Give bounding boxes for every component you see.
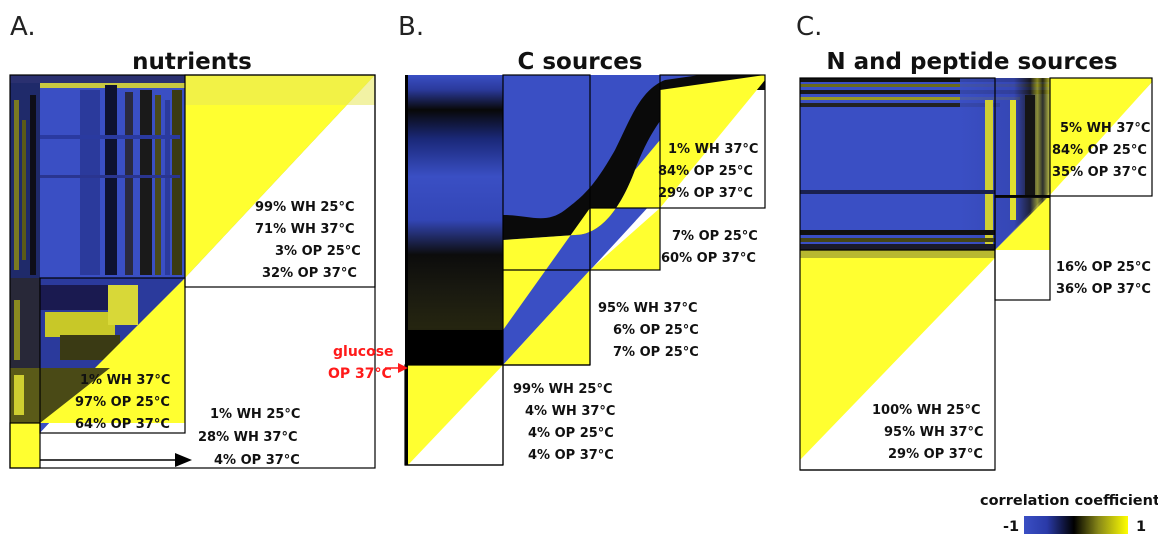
annotation-text: 4% OP 25°C — [528, 426, 614, 441]
annotation-text: 1% WH 37°C — [668, 142, 758, 157]
annotation-text: 84% OP 25°C — [658, 164, 753, 179]
annotation-text: 29% OP 37°C — [888, 447, 983, 462]
panel-b-annotation-1: 1% WH 37°C 84% OP 25°C 29% OP 37°C — [658, 142, 758, 201]
panel-a-letter: A. — [10, 12, 36, 42]
annotation-text: 1% WH 25°C — [210, 407, 300, 422]
panel-c-annotation-3: 100% WH 25°C 95% WH 37°C 29% OP 37°C — [872, 403, 984, 462]
panel-b-letter: B. — [398, 12, 424, 42]
annotation-text: 1% WH 37°C — [80, 373, 170, 388]
panel-a-annotation-1: 99% WH 25°C 71% WH 37°C 3% OP 25°C 32% O… — [255, 200, 361, 281]
annotation-text: 4% OP 37°C — [214, 453, 300, 468]
panel-c: C. N and peptide sources — [796, 12, 1153, 471]
panel-b-annotation-3: 95% WH 37°C 6% OP 25°C 7% OP 25°C — [598, 301, 699, 360]
annotation-text: 99% WH 25°C — [255, 200, 355, 215]
annotation-text: 95% WH 37°C — [884, 425, 984, 440]
panel-c-heatmap — [799, 77, 1153, 471]
annotation-text: 4% WH 37°C — [525, 404, 615, 419]
panel-a-annotation-3: 1% WH 25°C 28% WH 37°C 4% OP 37°C — [198, 407, 300, 468]
annotation-text: 64% OP 37°C — [75, 417, 170, 432]
glucose-callout: glucose OP 37°C — [328, 344, 408, 382]
legend-min-label: -1 — [1003, 519, 1019, 535]
annotation-text: 100% WH 25°C — [872, 403, 981, 418]
panel-b-heatmap — [404, 74, 766, 466]
panel-c-letter: C. — [796, 12, 822, 42]
annotation-text: 6% OP 25°C — [613, 323, 699, 338]
panel-a-box-2 — [39, 277, 186, 434]
panel-c-annotation-1: 5% WH 37°C 84% OP 25°C 35% OP 37°C — [1052, 121, 1150, 180]
annotation-text: 97% OP 25°C — [75, 395, 170, 410]
annotation-text: 7% OP 25°C — [672, 229, 758, 244]
annotation-text: 71% WH 37°C — [255, 222, 355, 237]
glucose-label: glucose — [333, 344, 394, 360]
annotation-text: 36% OP 37°C — [1056, 282, 1151, 297]
panel-b-annotation-4: 99% WH 25°C 4% WH 37°C 4% OP 25°C 4% OP … — [513, 382, 615, 463]
panel-a-annotation-2: 1% WH 37°C 97% OP 25°C 64% OP 37°C — [75, 373, 170, 432]
panel-b-box-1 — [659, 74, 766, 209]
annotation-text: 3% OP 25°C — [275, 244, 361, 259]
annotation-text: 35% OP 37°C — [1052, 165, 1147, 180]
panel-c-box-1 — [1049, 77, 1153, 197]
glucose-condition: OP 37°C — [328, 366, 392, 382]
annotation-text: 4% OP 37°C — [528, 448, 614, 463]
panel-c-title: N and peptide sources — [826, 49, 1117, 75]
legend-max-label: 1 — [1136, 519, 1146, 535]
panel-b: B. C sources — [328, 12, 766, 466]
annotation-text: 60% OP 37°C — [661, 251, 756, 266]
annotation-text: 5% WH 37°C — [1060, 121, 1150, 136]
annotation-text: 16% OP 25°C — [1056, 260, 1151, 275]
panel-a-heatmap — [9, 74, 376, 469]
annotation-text: 32% OP 37°C — [262, 266, 357, 281]
colorbar — [1024, 516, 1128, 534]
panel-a-title: nutrients — [132, 49, 252, 75]
annotation-text: 99% WH 25°C — [513, 382, 613, 397]
legend-title: correlation coefficient — [980, 493, 1158, 509]
annotation-text: 29% OP 37°C — [658, 186, 753, 201]
panel-b-annotation-2: 7% OP 25°C 60% OP 37°C — [661, 229, 758, 266]
panel-a-outline — [9, 74, 376, 469]
annotation-text: 28% WH 37°C — [198, 430, 298, 445]
annotation-text: 84% OP 25°C — [1052, 143, 1147, 158]
annotation-text: 7% OP 25°C — [613, 345, 699, 360]
annotation-text: 95% WH 37°C — [598, 301, 698, 316]
panel-a-arrow — [40, 453, 192, 467]
colorbar-legend: correlation coefficient -1 1 — [980, 493, 1158, 535]
panel-b-title: C sources — [517, 49, 642, 75]
panel-c-annotation-2: 16% OP 25°C 36% OP 37°C — [1056, 260, 1151, 297]
panel-a: A. nutrients — [9, 12, 376, 469]
